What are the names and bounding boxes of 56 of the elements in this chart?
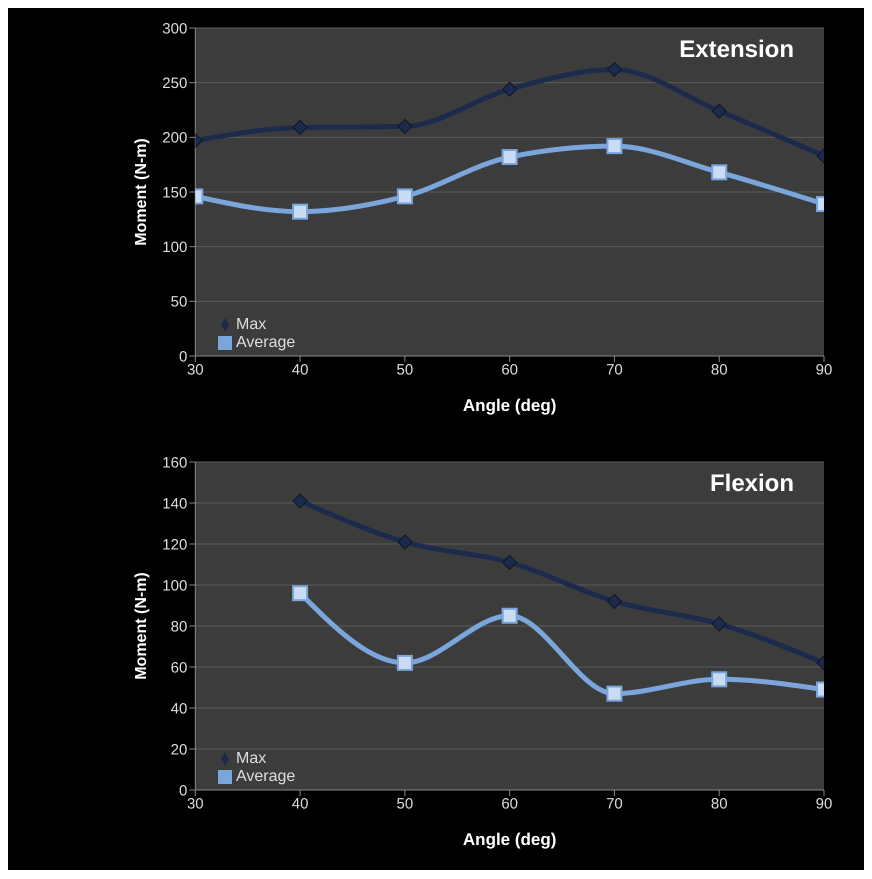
- point: [606, 686, 622, 702]
- point: [292, 585, 308, 602]
- chart-title: Extension: [679, 36, 794, 64]
- x-tick-label: 40: [292, 362, 308, 379]
- y-axis-title: Moment (N-m): [132, 572, 150, 680]
- x-tick-label: 30: [186, 362, 204, 379]
- point: [502, 149, 518, 166]
- point: [292, 493, 308, 508]
- y-tick-label: 100: [162, 238, 188, 256]
- y-tick-label: 250: [162, 74, 188, 92]
- x-tick-label: 90: [816, 796, 832, 813]
- x-tick-label: 90: [816, 362, 832, 379]
- point: [606, 594, 622, 609]
- y-tick-label: 120: [162, 536, 188, 554]
- y-tick-label: 50: [170, 294, 188, 311]
- x-axis-title: Angle (deg): [462, 396, 556, 415]
- x-tick-label: 80: [710, 362, 728, 379]
- y-tick-label: 0: [178, 348, 188, 366]
- x-tick-label: 40: [292, 796, 308, 813]
- point: [606, 62, 622, 78]
- y-tick-label: 160: [162, 454, 188, 472]
- legend-label: Max: [236, 750, 266, 767]
- y-tick-label: 100: [162, 577, 188, 594]
- y-tick-label: 140: [162, 495, 188, 512]
- x-tick-label: 60: [501, 796, 518, 813]
- legend-label: Average: [236, 334, 296, 351]
- y-axis-title: Moment (N-m): [132, 138, 150, 246]
- point: [502, 608, 518, 624]
- y-tick-label: 300: [162, 20, 188, 38]
- y-tick-label: 80: [170, 618, 188, 636]
- point: [502, 82, 518, 97]
- legend-label: Max: [236, 316, 266, 333]
- point: [397, 534, 412, 550]
- point: [396, 654, 413, 671]
- x-tick-label: 50: [396, 362, 414, 379]
- x-tick-label: 50: [396, 796, 414, 813]
- x-tick-label: 70: [606, 362, 623, 379]
- point: [396, 188, 413, 204]
- y-tick-label: 40: [170, 700, 188, 718]
- y-tick-label: 200: [162, 130, 188, 147]
- point: [712, 616, 727, 632]
- y-tick-label: 150: [162, 184, 188, 202]
- x-tick-label: 70: [606, 796, 623, 813]
- x-tick-label: 80: [710, 796, 728, 813]
- legend-label: Average: [236, 768, 296, 785]
- y-tick-label: 20: [170, 741, 188, 758]
- x-axis-title: Angle (deg): [462, 830, 556, 849]
- point: [397, 118, 412, 134]
- point: [711, 671, 728, 688]
- chart-title: Flexion: [710, 470, 794, 498]
- x-tick-label: 60: [501, 362, 518, 379]
- x-tick-label: 30: [186, 796, 204, 813]
- y-tick-label: 60: [170, 659, 188, 676]
- point: [502, 554, 518, 570]
- y-tick-label: 0: [178, 782, 188, 800]
- point: [606, 138, 622, 154]
